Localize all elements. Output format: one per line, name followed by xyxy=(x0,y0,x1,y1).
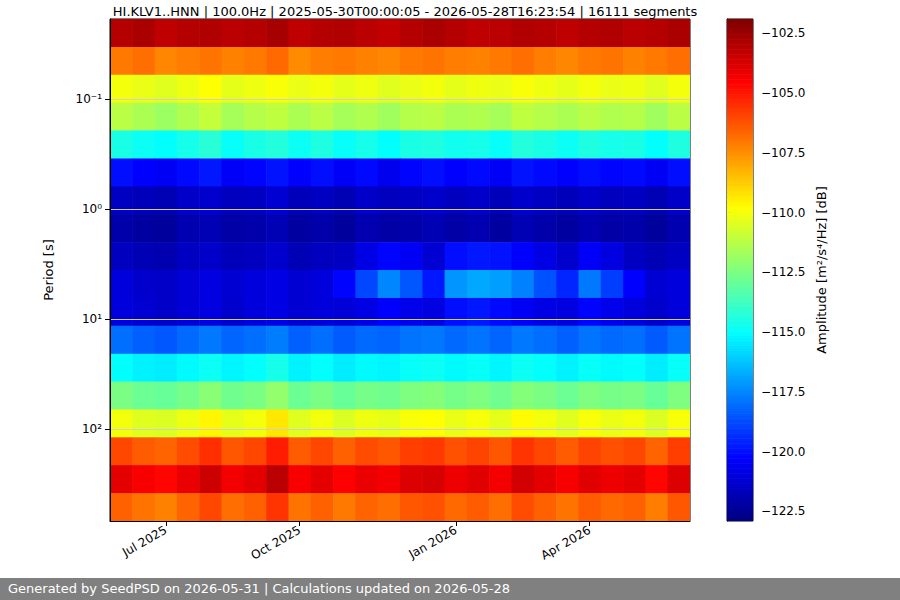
svg-text:10⁰: 10⁰ xyxy=(82,202,102,216)
svg-text:−102.5: −102.5 xyxy=(761,26,805,40)
svg-text:Jul 2025: Jul 2025 xyxy=(119,523,169,560)
svg-text:−122.5: −122.5 xyxy=(761,504,805,518)
svg-text:−115.0: −115.0 xyxy=(761,325,805,339)
svg-text:−107.5: −107.5 xyxy=(761,146,805,160)
svg-text:Period [s]: Period [s] xyxy=(41,239,56,301)
svg-text:Oct 2025: Oct 2025 xyxy=(248,523,303,563)
svg-text:Apr 2026: Apr 2026 xyxy=(538,523,593,563)
html-text:Generated by SeedPSD on 2026-0: Generated by SeedPSD on 2026-05-31 | Cal… xyxy=(8,581,510,596)
svg-text:Amplitude [m²/s⁴/Hz] [dB]: Amplitude [m²/s⁴/Hz] [dB] xyxy=(814,186,829,354)
svg-text:10²: 10² xyxy=(82,422,102,436)
svg-text:10⁻¹: 10⁻¹ xyxy=(76,92,103,106)
svg-text:10¹: 10¹ xyxy=(82,312,102,326)
svg-text:Jan 2026: Jan 2026 xyxy=(406,523,460,562)
svg-text:−117.5: −117.5 xyxy=(761,385,805,399)
svg-text:−112.5: −112.5 xyxy=(761,265,805,279)
svg-text:HI.KLV1..HNN | 100.0Hz | 2025-: HI.KLV1..HNN | 100.0Hz | 2025-05-30T00:0… xyxy=(113,4,698,19)
svg-text:−110.0: −110.0 xyxy=(761,206,805,220)
svg-text:−120.0: −120.0 xyxy=(761,445,805,459)
svg-text:−105.0: −105.0 xyxy=(761,86,805,100)
